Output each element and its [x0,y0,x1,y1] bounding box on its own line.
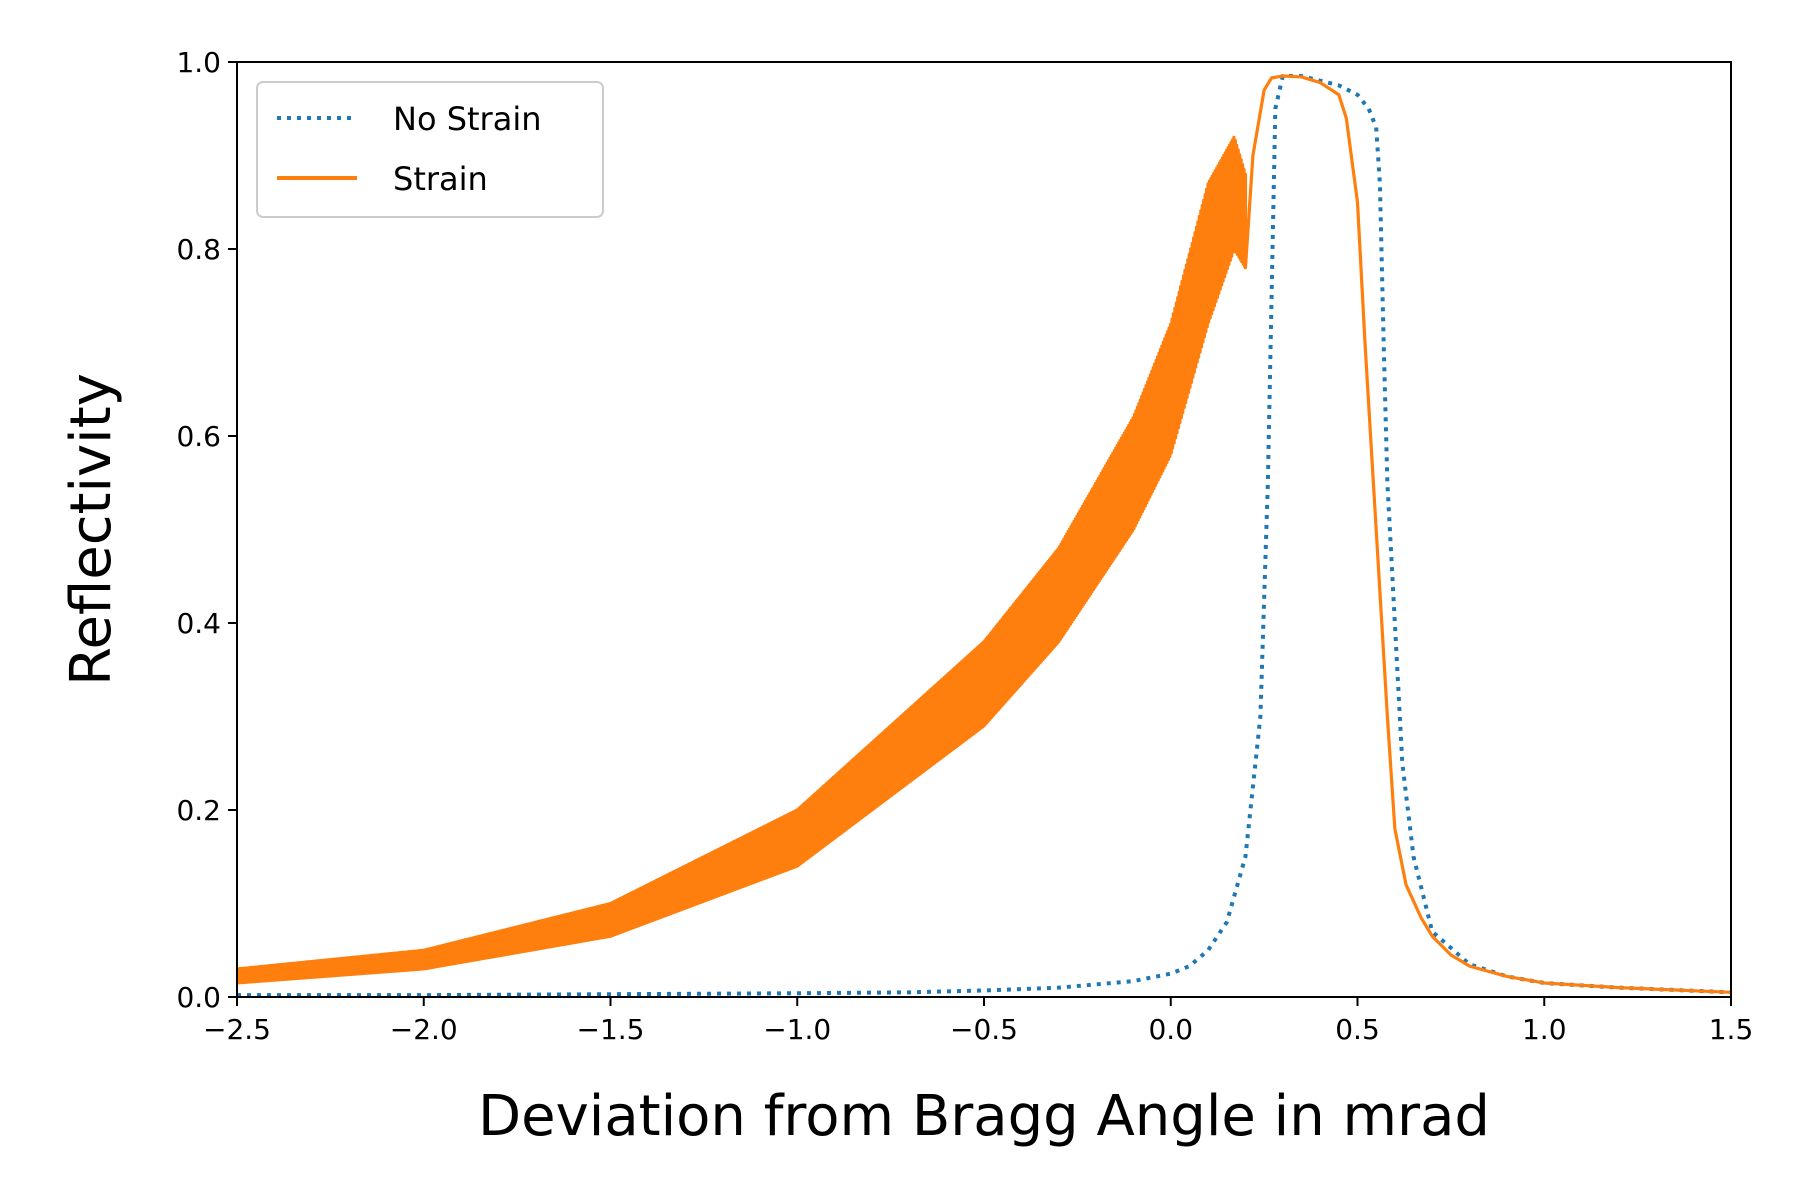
y-tick-label: 0.2 [176,794,221,827]
x-tick-label: −1.5 [577,1013,645,1046]
x-tick-label: 0.5 [1335,1013,1380,1046]
y-tick-label: 0.4 [176,607,221,640]
y-tick-label: 1.0 [176,46,221,79]
legend-box [256,81,604,218]
series-line-strain [237,74,1731,994]
legend-label: Strain [393,160,488,198]
x-axis-ticks: −2.5 −2.0 −1.5 −1.0 −0.5 0.0 0.5 1.0 1.5 [203,997,1753,1046]
x-tick-label: −2.5 [203,1013,271,1046]
y-tick-label: 0.6 [176,420,221,453]
y-tick-label: 0.8 [176,233,221,266]
plot-series [237,74,1731,997]
y-axis-ticks: 0.0 0.2 0.4 0.6 0.8 1.0 [176,46,237,1014]
x-axis-title: Deviation from Bragg Angle in mrad [478,1084,1490,1149]
x-tick-label: 1.0 [1522,1013,1567,1046]
legend-label: No Strain [393,100,541,138]
x-tick-label: 1.5 [1709,1013,1754,1046]
y-axis-title: Reflectivity [59,373,124,686]
x-tick-label: −2.0 [390,1013,458,1046]
legend: No Strain Strain [256,81,604,218]
x-tick-label: −1.0 [763,1013,831,1046]
y-tick-label: 0.0 [176,981,221,1014]
x-tick-label: 0.0 [1148,1013,1193,1046]
x-tick-label: −0.5 [950,1013,1018,1046]
